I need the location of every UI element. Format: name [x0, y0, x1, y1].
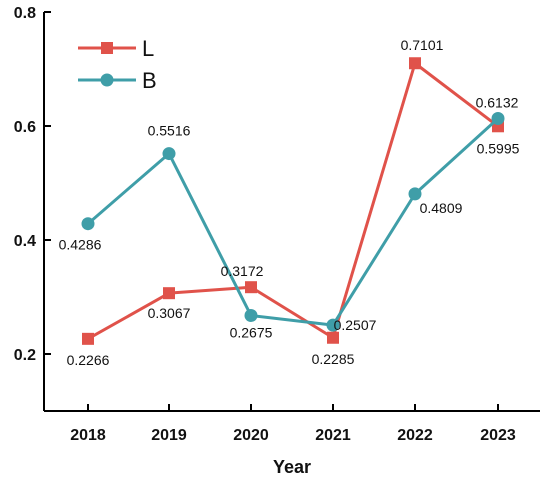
data-point-b	[326, 318, 340, 332]
data-label-b: 0.2675	[230, 325, 273, 341]
data-label-b: 0.6132	[476, 94, 519, 110]
x-tick-label: 2018	[70, 427, 106, 444]
y-tick-label: 0.4	[14, 233, 36, 250]
series-line-b	[87, 117, 500, 327]
data-label-l: 0.2285	[312, 351, 355, 367]
x-tick-label: 2020	[233, 427, 269, 444]
series-layer	[81, 57, 505, 345]
data-label-b: 0.4809	[420, 200, 463, 216]
chart-axes	[43, 12, 540, 412]
y-tick-label: 0.8	[14, 5, 36, 22]
data-label-b: 0.5516	[148, 123, 191, 139]
data-point-b	[491, 111, 505, 125]
data-label-b: 0.2507	[334, 317, 377, 333]
data-point-l	[163, 287, 175, 300]
data-label-b: 0.4286	[59, 237, 102, 253]
data-label-l: 0.3067	[148, 305, 191, 321]
data-point-l	[409, 57, 421, 70]
data-point-b	[162, 147, 176, 161]
x-axis-ticks: 2018 2019 2020 2021 2022 2023	[70, 404, 516, 444]
legend-marker-circle-icon	[100, 73, 114, 87]
x-tick-label: 2022	[397, 427, 433, 444]
data-point-b	[408, 187, 422, 201]
x-tick-label: 2021	[315, 427, 351, 444]
x-tick-label: 2019	[151, 427, 187, 444]
legend-marker-square-icon	[101, 42, 113, 54]
legend-label-b: B	[142, 68, 157, 93]
y-tick-label: 0.6	[14, 119, 36, 136]
data-label-l: 0.3172	[221, 263, 264, 279]
data-label-l: 0.7101	[401, 37, 444, 53]
data-point-l	[245, 281, 257, 294]
data-label-l: 0.2266	[67, 352, 110, 368]
y-axis-ticks: 0.2 0.4 0.6 0.8	[14, 5, 51, 364]
data-point-l	[82, 332, 94, 345]
legend: LB	[78, 36, 157, 93]
data-point-b	[244, 309, 258, 323]
legend-label-l: L	[142, 36, 154, 61]
y-tick-label: 0.2	[14, 347, 36, 364]
data-labels-layer: 0.2266 0.3067 0.3172 0.2285 0.7101 0.5995 0.42…	[59, 37, 520, 368]
data-point-l	[327, 331, 339, 344]
series-line-l	[87, 61, 499, 341]
data-label-l: 0.5995	[477, 140, 520, 156]
x-tick-label: 2023	[480, 427, 516, 444]
x-axis-title: Year	[273, 457, 311, 477]
data-point-b	[81, 217, 95, 231]
